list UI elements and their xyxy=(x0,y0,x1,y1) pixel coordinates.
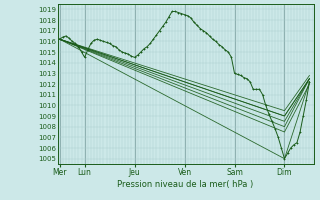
X-axis label: Pression niveau de la mer( hPa ): Pression niveau de la mer( hPa ) xyxy=(117,180,254,189)
